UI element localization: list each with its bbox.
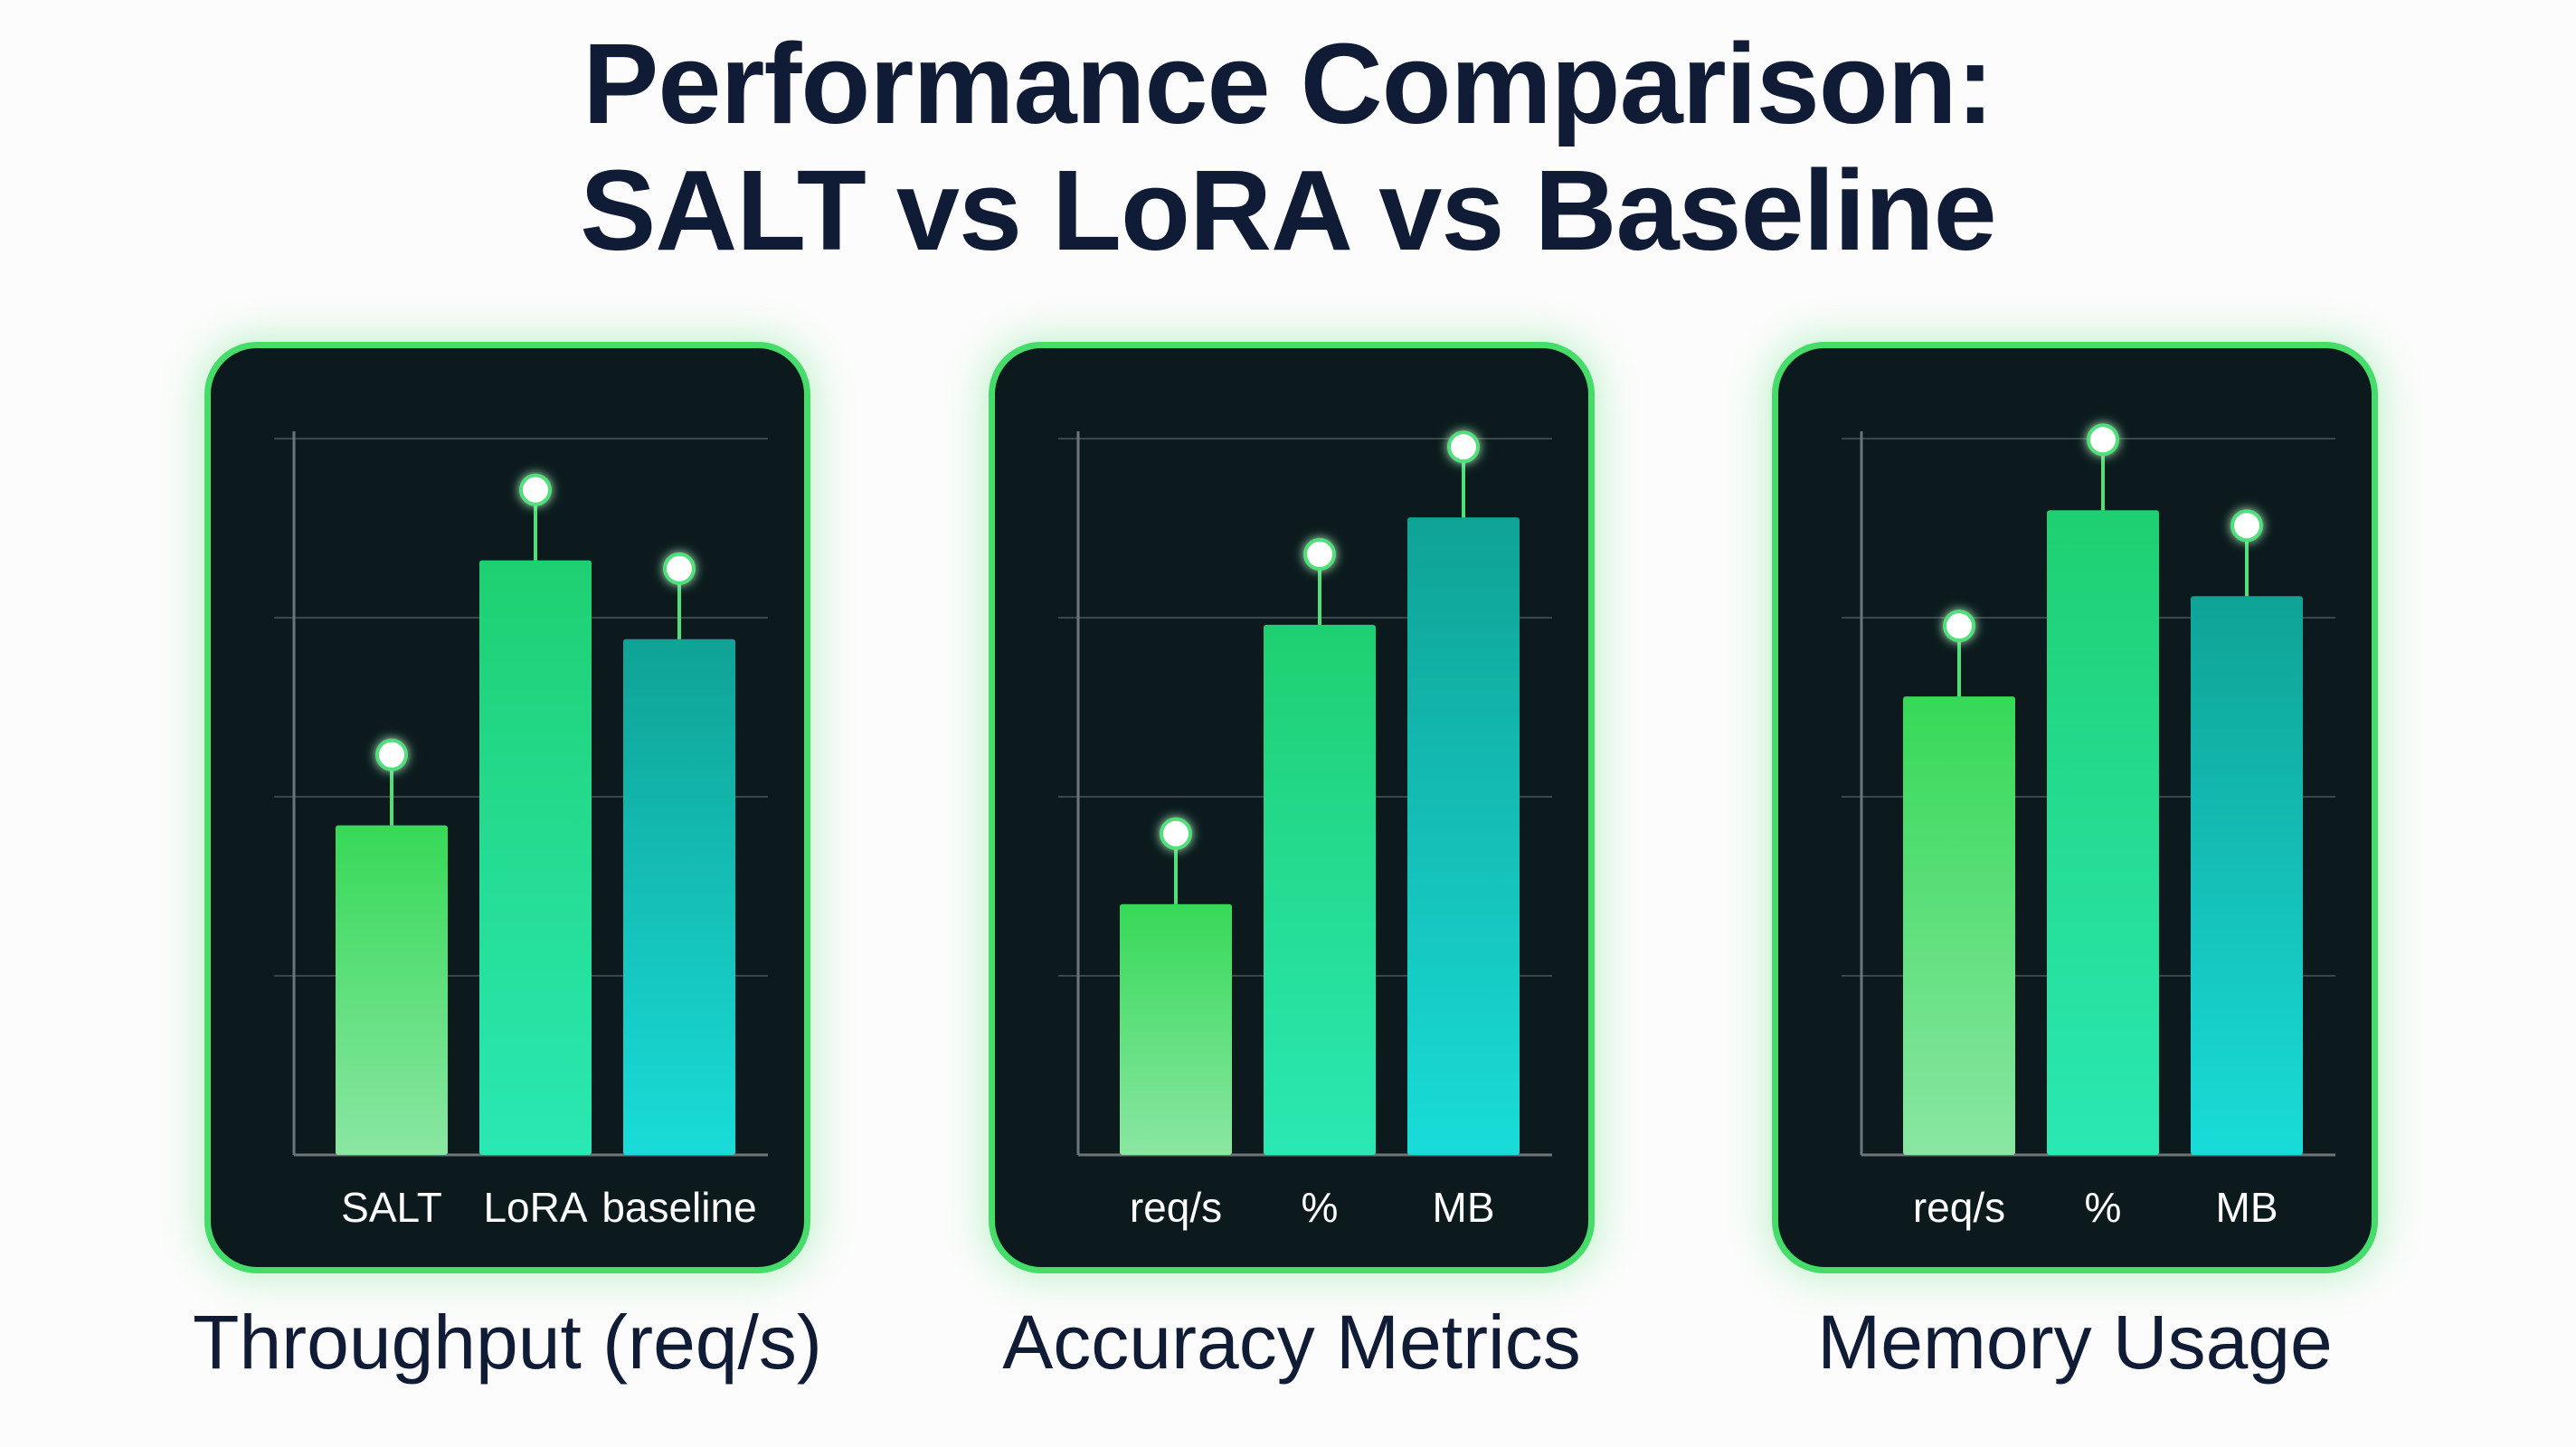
accuracy-chart-caption: Accuracy Metrics [1002,1300,1581,1385]
chart-title-line-1: Performance Comparison: [582,20,1994,147]
throughput-chart-caption: Throughput (req/s) [193,1300,822,1385]
bar-marker-dot [2087,423,2119,457]
bar-req-s [1903,696,2015,1155]
bar-marker-dot [1160,817,1192,850]
bar-chart-1: req/s% MB [1058,430,1552,1231]
x-tick-label: req/s [1913,1184,2005,1231]
accuracy-chart-panel: req/s% MB [989,342,1595,1273]
bar-marker-dot [1303,537,1336,571]
x-tick-label: % [2085,1184,2122,1231]
bar-chart-2: req/s% MB [1842,423,2335,1231]
bar-marker-dot [1943,610,1975,643]
x-tick-label: MB [2216,1184,2278,1231]
x-tick-label: % [1302,1184,1339,1231]
x-tick-label: SALT [341,1184,442,1231]
x-tick-label: LoRA [483,1184,587,1231]
bar-- [1264,624,1376,1155]
memory-chart-caption: Memory Usage [1817,1300,2333,1385]
x-tick-label: MB [1433,1184,1495,1231]
bar-mb [2191,596,2303,1155]
bar-- [2047,510,2159,1155]
bar-chart-0: SALT LoRA baseline [274,431,768,1231]
throughput-chart-panel: SALT LoRA baseline [204,342,810,1273]
bar-salt [336,825,448,1155]
bar-marker-dot [519,473,552,506]
chart-title-line-2: SALT vs LoRA vs Baseline [580,147,1996,274]
bar-lora [479,560,592,1155]
bar-baseline [623,638,735,1155]
bar-mb [1407,517,1520,1155]
x-tick-label: baseline [601,1184,756,1231]
memory-chart-panel: req/s% MB [1772,342,2378,1273]
bar-req-s [1120,903,1232,1155]
bar-marker-dot [663,552,696,585]
bar-marker-dot [375,738,408,771]
x-tick-label: req/s [1130,1184,1222,1231]
bar-marker-dot [2230,509,2263,543]
bar-marker-dot [1447,430,1480,464]
